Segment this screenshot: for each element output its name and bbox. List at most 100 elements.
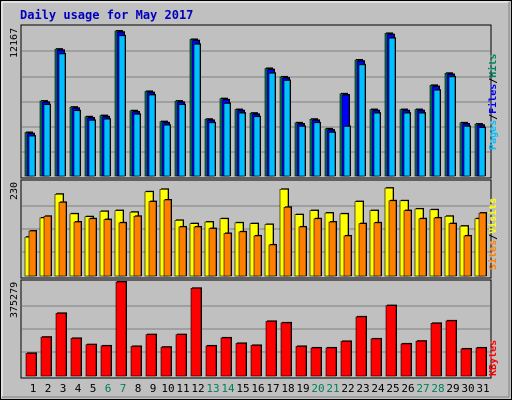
kbytes-bar-day-10 bbox=[160, 346, 172, 377]
pages-bar-day-8 bbox=[133, 114, 141, 177]
pages-bar-day-28 bbox=[433, 89, 441, 177]
legend-kbytes: KBytes bbox=[488, 340, 499, 376]
kbytes-bar-day-15 bbox=[235, 343, 247, 377]
pages-bar-day-25 bbox=[388, 37, 396, 177]
sites-bar-day-1 bbox=[28, 230, 37, 277]
day-label-8: 8 bbox=[135, 382, 142, 395]
pages-bar-day-9 bbox=[148, 94, 156, 177]
pages-bar-day-31 bbox=[478, 127, 486, 177]
day-label-4: 4 bbox=[75, 382, 82, 395]
sites-bar-day-6 bbox=[103, 219, 112, 277]
kbytes-bar-day-25 bbox=[385, 305, 397, 377]
day-label-15: 15 bbox=[236, 382, 249, 395]
sites-bar-day-19 bbox=[298, 226, 307, 277]
day-label-10: 10 bbox=[161, 382, 174, 395]
pages-bar-day-7 bbox=[118, 35, 126, 177]
sites-bar-day-13 bbox=[208, 228, 217, 277]
day-label-20: 20 bbox=[311, 382, 324, 395]
sites-bar-day-20 bbox=[313, 218, 322, 277]
kbytes-bar-day-14 bbox=[220, 337, 232, 377]
kbytes-bar-day-19 bbox=[295, 346, 307, 377]
legend-sites: Sites bbox=[487, 240, 499, 270]
pages-bar-day-14 bbox=[223, 103, 231, 177]
sites-bar-day-12 bbox=[193, 226, 202, 277]
pages-bar-day-19 bbox=[298, 126, 306, 177]
kbytes-bar-day-13 bbox=[205, 345, 217, 377]
sites-bar-day-30 bbox=[463, 235, 472, 277]
pages-bar-day-11 bbox=[178, 104, 186, 177]
sites-bar-day-31 bbox=[478, 212, 487, 277]
day-label-9: 9 bbox=[150, 382, 157, 395]
day-label-25: 25 bbox=[386, 382, 399, 395]
day-label-30: 30 bbox=[461, 382, 474, 395]
sites-bar-day-18 bbox=[283, 207, 292, 277]
sites-bar-day-9 bbox=[148, 201, 157, 277]
day-label-23: 23 bbox=[356, 382, 369, 395]
sites-bar-day-14 bbox=[223, 233, 232, 277]
pages-bar-day-1 bbox=[28, 135, 36, 177]
kbytes-bar-day-24 bbox=[370, 338, 382, 377]
day-label-11: 11 bbox=[176, 382, 189, 395]
legend-separator: / bbox=[488, 234, 499, 240]
legend-hits-files-pages: Pages/Files/Hits bbox=[487, 54, 499, 150]
sites-bar-day-26 bbox=[403, 210, 412, 277]
sites-bar-day-23 bbox=[358, 223, 367, 277]
legend-visits-text: Sites/Visits bbox=[487, 198, 499, 270]
kbytes-bar-day-17 bbox=[265, 321, 277, 377]
sites-bar-day-11 bbox=[178, 226, 187, 277]
legend-separator: / bbox=[488, 114, 499, 120]
sites-bar-day-2 bbox=[43, 216, 52, 277]
day-label-1: 1 bbox=[30, 382, 37, 395]
sites-bar-day-16 bbox=[253, 235, 262, 277]
kbytes-bar-day-31 bbox=[475, 347, 487, 377]
kbytes-bar-day-5 bbox=[85, 344, 97, 377]
legend-kbytes: KBytes bbox=[488, 340, 499, 376]
kbytes-bars bbox=[25, 281, 487, 377]
day-label-2: 2 bbox=[45, 382, 52, 395]
legend-hits: Hits bbox=[487, 54, 499, 78]
visits-max-label: 230 bbox=[9, 182, 20, 200]
day-labels: 1 2 3 4 5 6 7 8 9 10 11 12 13 14 15 16 17 18 19 20 21 22 23 24 2… bbox=[30, 382, 490, 395]
day-label-29: 29 bbox=[446, 382, 459, 395]
pages-bar-day-13 bbox=[208, 122, 216, 177]
kbytes-bar-day-1 bbox=[25, 353, 37, 377]
day-label-18: 18 bbox=[281, 382, 294, 395]
kbytes-bar-day-11 bbox=[175, 334, 187, 377]
hits-max-label: 12167 bbox=[9, 28, 20, 58]
kbytes-bar-day-26 bbox=[400, 343, 412, 377]
legend-pages: Pages bbox=[488, 120, 499, 150]
sites-bar-day-7 bbox=[118, 222, 127, 277]
day-label-21: 21 bbox=[326, 382, 339, 395]
sites-bar-day-25 bbox=[388, 200, 397, 277]
kbytes-bar-day-3 bbox=[55, 313, 67, 377]
hits-bars bbox=[24, 30, 486, 177]
kbytes-bar-day-21 bbox=[325, 347, 337, 377]
sites-bar-day-4 bbox=[73, 221, 82, 277]
pages-bar-day-22 bbox=[343, 126, 351, 177]
legend-kbytes-text: KBytes bbox=[488, 340, 499, 376]
pages-bar-day-5 bbox=[88, 120, 96, 177]
sites-bar-day-17 bbox=[268, 244, 277, 277]
pages-bar-day-15 bbox=[238, 112, 246, 177]
kbytes-bar-day-20 bbox=[310, 347, 322, 377]
day-label-31: 31 bbox=[476, 382, 489, 395]
kbytes-bar-day-2 bbox=[40, 336, 52, 377]
pages-bar-day-2 bbox=[43, 104, 51, 177]
pages-bar-day-10 bbox=[163, 124, 171, 177]
pages-bar-day-30 bbox=[463, 126, 471, 177]
kbytes-bar-day-18 bbox=[280, 322, 292, 377]
sites-bar-day-5 bbox=[88, 218, 97, 277]
sites-bar-day-10 bbox=[163, 199, 172, 277]
kbytes-bar-day-27 bbox=[415, 340, 427, 377]
pages-bar-day-6 bbox=[103, 118, 111, 177]
pages-bar-day-21 bbox=[328, 132, 336, 177]
day-label-3: 3 bbox=[60, 382, 67, 395]
sites-bar-day-3 bbox=[58, 202, 67, 277]
kbytes-bar-day-7 bbox=[115, 281, 127, 377]
day-label-12: 12 bbox=[191, 382, 204, 395]
pages-bar-day-23 bbox=[358, 64, 366, 177]
kbytes-bar-day-16 bbox=[250, 345, 262, 377]
pages-bar-day-26 bbox=[403, 112, 411, 177]
day-label-7: 7 bbox=[120, 382, 127, 395]
